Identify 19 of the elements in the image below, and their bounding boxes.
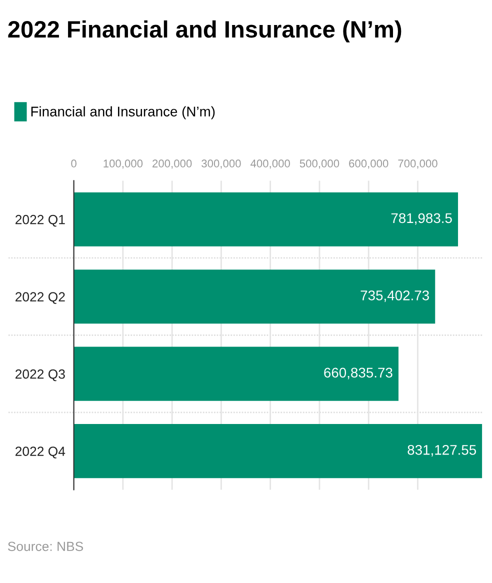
text: 781,983.5 xyxy=(391,213,452,225)
x-tick-label: 600,000 xyxy=(349,160,388,169)
x-tick-label: 200,000 xyxy=(152,160,192,169)
y-tick-label: 2022 Q4 xyxy=(16,446,66,458)
x-tick-label: 500,000 xyxy=(300,160,340,169)
y-tick-label: 2022 Q1 xyxy=(16,214,65,227)
y-tick-label: 2022 Q2 xyxy=(16,292,65,304)
legend-label: Financial and Insurance (N’m) xyxy=(31,106,215,120)
x-tick-label: 300,000 xyxy=(202,160,241,169)
text: 831,127.55 xyxy=(408,444,476,456)
text: 660,835.73 xyxy=(324,368,392,380)
x-tick-label: 400,000 xyxy=(250,160,290,169)
chart-title: 2022 Financial and Insurance (N’m) xyxy=(8,20,402,42)
source-note: Source: NBS xyxy=(8,542,84,552)
y-tick-label: 2022 Q3 xyxy=(16,369,65,382)
text: 735,402.73 xyxy=(360,290,429,302)
x-tick-label: 100,000 xyxy=(104,160,143,169)
x-tick-label: 700,000 xyxy=(398,160,438,169)
x-tick-label: 0 xyxy=(71,160,76,168)
